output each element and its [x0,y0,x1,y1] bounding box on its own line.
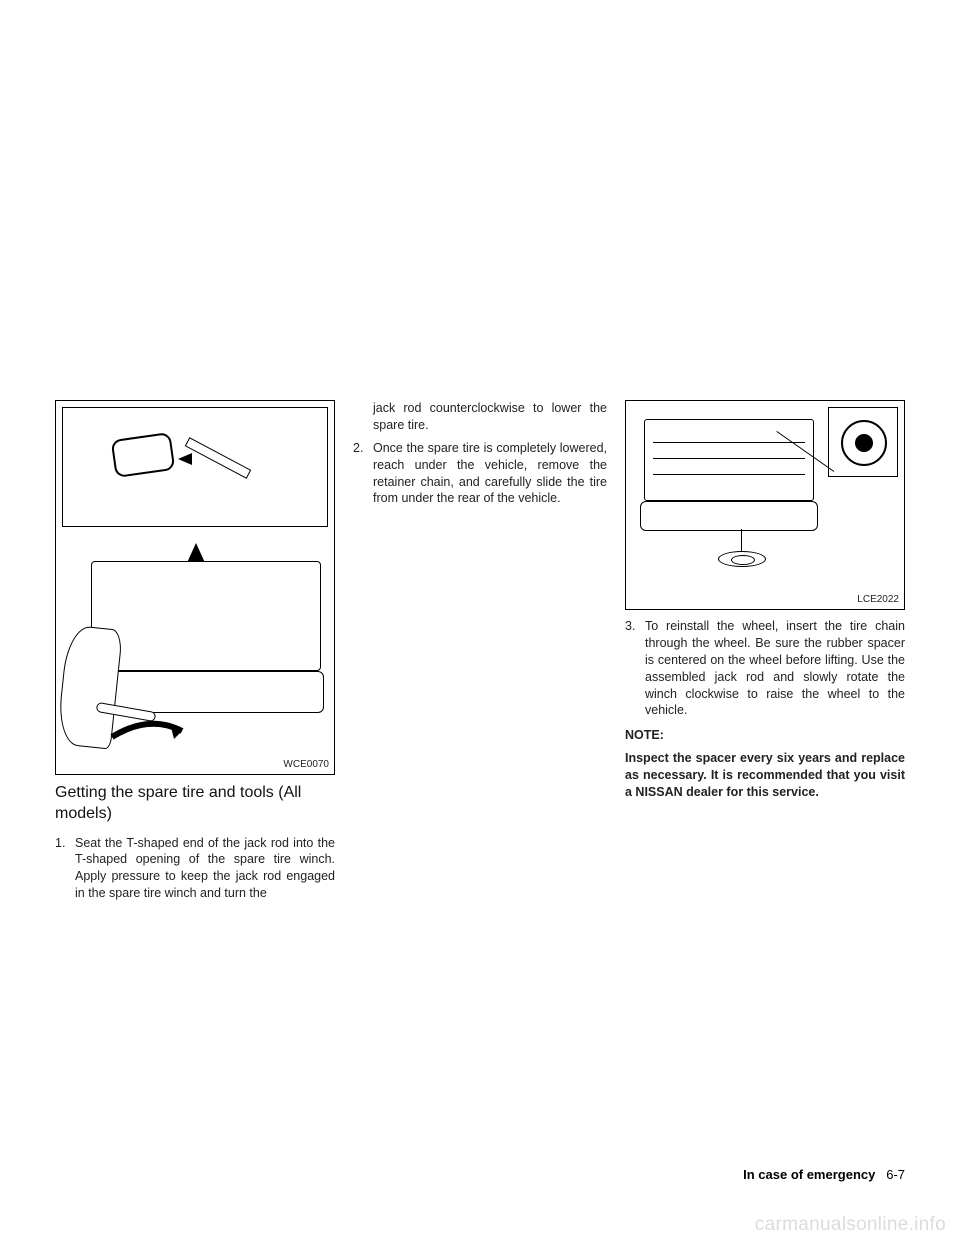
tailgate-right-icon [644,419,814,501]
page-footer: In case of emergency 6-7 [743,1167,905,1182]
watermark: carmanualsonline.info [755,1214,946,1236]
rotate-arrow-icon [104,709,194,749]
step-3: 3. To reinstall the wheel, insert the ti… [625,618,905,719]
step-1-continued: jack rod counterclockwise to lower the s… [353,400,607,434]
retainer-chain-icon [741,529,742,553]
note-body: Inspect the spacer every six years and r… [625,750,905,801]
figure-right: LCE2022 [625,400,905,610]
step-text: Seat the T-shaped end of the jack rod in… [75,835,335,903]
insert-arrow-icon [178,453,192,465]
figure-right-id: LCE2022 [857,593,899,607]
jack-rod-icon [185,437,252,479]
figure-left-main [56,531,334,774]
step-2: 2. Once the spare tire is completely low… [353,440,607,508]
bumper-right-icon [640,501,818,531]
step-number: 2. [353,440,373,508]
spare-tire-lowered-icon [718,551,766,567]
column-1: WCE0070 Getting the spare tire and tools… [55,400,335,908]
section-name: In case of emergency [743,1167,875,1182]
subheading: Getting the spare tire and tools (All mo… [55,783,335,825]
wheel-hub-icon [855,434,873,452]
note-label: NOTE: [625,727,905,744]
step-text: To reinstall the wheel, insert the tire … [645,618,905,719]
figure-left: WCE0070 [55,400,335,775]
column-3: LCE2022 3. To reinstall the wheel, inser… [625,400,905,908]
step-1: 1. Seat the T-shaped end of the jack rod… [55,835,335,903]
column-2: jack rod counterclockwise to lower the s… [353,400,607,908]
step-number: 3. [625,618,645,719]
step-list-3: 3. To reinstall the wheel, insert the ti… [625,618,905,719]
step-list-1: 1. Seat the T-shaped end of the jack rod… [55,835,335,903]
figure-right-inset [828,407,898,477]
figure-left-inset [62,407,328,527]
step-text: Once the spare tire is completely lowere… [373,440,607,508]
step-list-2: 2. Once the spare tire is completely low… [353,440,607,508]
figure-left-id: WCE0070 [283,758,329,772]
manual-page: WCE0070 Getting the spare tire and tools… [0,0,960,1242]
step-number: 1. [55,835,75,903]
jack-handle-grip-icon [111,432,176,478]
page-number: 6-7 [886,1167,905,1182]
three-column-layout: WCE0070 Getting the spare tire and tools… [55,400,905,908]
